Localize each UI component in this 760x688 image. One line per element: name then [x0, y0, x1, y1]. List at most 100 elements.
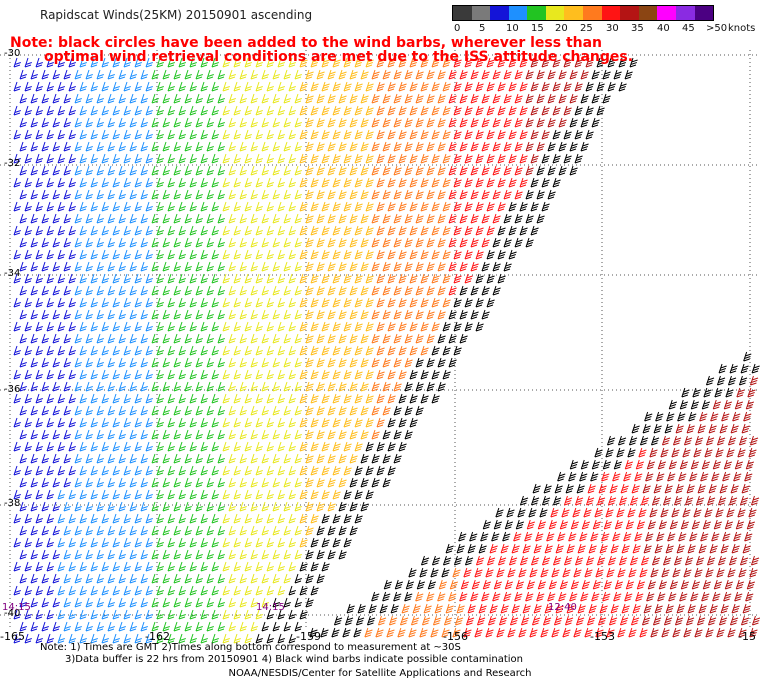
wind-barb	[360, 333, 369, 344]
wind-barb	[376, 441, 385, 452]
wind-barb	[434, 603, 443, 614]
wind-barb	[250, 93, 258, 104]
wind-barb	[569, 69, 578, 80]
wind-barb	[145, 489, 153, 500]
wind-barb	[217, 213, 225, 224]
wind-barb	[547, 591, 556, 602]
wind-barb	[393, 285, 402, 296]
wind-barb	[283, 333, 291, 344]
wind-barb	[294, 69, 302, 80]
wind-barb	[283, 357, 291, 368]
wind-barb	[184, 405, 192, 416]
wind-barb	[195, 69, 203, 80]
wind-barb	[19, 381, 27, 392]
wind-barb	[426, 381, 435, 392]
wind-barb	[107, 477, 115, 488]
wind-barb	[134, 321, 142, 332]
wind-barb	[544, 543, 553, 554]
wind-barb	[200, 273, 208, 284]
wind-barb	[431, 555, 441, 566]
wind-barb	[211, 249, 219, 260]
wind-barb	[449, 579, 459, 590]
wind-barb	[255, 297, 263, 308]
wind-barb	[508, 225, 517, 236]
wind-barb	[668, 591, 677, 602]
wind-barb	[558, 165, 567, 176]
wind-barb	[657, 591, 666, 602]
wind-barb	[569, 117, 578, 128]
wind-barb	[189, 81, 197, 92]
wind-barb	[591, 591, 600, 602]
wind-barb	[496, 567, 505, 578]
wind-barb	[30, 405, 38, 416]
wind-barb	[173, 285, 181, 296]
wind-barb	[140, 573, 148, 584]
wind-barb	[678, 471, 687, 482]
wind-barb	[79, 225, 87, 236]
wind-barb	[85, 93, 93, 104]
wind-barb	[327, 237, 336, 248]
wind-barb	[145, 369, 153, 380]
wind-barb	[13, 633, 21, 644]
wind-barb	[470, 69, 479, 80]
wind-barb	[68, 225, 76, 236]
wind-barb	[145, 441, 153, 452]
wind-barb	[233, 537, 241, 548]
wind-barb	[41, 597, 49, 608]
wind-barb	[79, 369, 87, 380]
wind-barb	[419, 627, 428, 638]
wind-barb	[244, 177, 252, 188]
wind-barb	[475, 153, 484, 164]
wind-barb	[294, 453, 302, 464]
wind-barb	[376, 177, 385, 188]
wind-barb	[717, 495, 727, 506]
wind-barb	[123, 369, 131, 380]
wind-barb	[151, 93, 159, 104]
wind-barb	[415, 141, 424, 152]
wind-barb	[305, 453, 314, 464]
wind-barb	[321, 465, 330, 476]
wind-barb	[745, 399, 755, 410]
wind-barb	[387, 201, 396, 212]
wind-barb	[678, 531, 687, 542]
wind-barb	[310, 513, 319, 524]
wind-barb	[453, 57, 462, 68]
wind-barb	[750, 495, 760, 506]
wind-barb	[736, 387, 745, 398]
wind-barb	[233, 369, 241, 380]
wind-barb	[233, 177, 241, 188]
wind-barb	[129, 165, 137, 176]
wind-barb	[608, 615, 618, 626]
wind-barb	[465, 615, 475, 626]
wind-barb	[266, 129, 274, 140]
wind-barb	[294, 117, 302, 128]
wind-barb	[123, 441, 131, 452]
wind-barb	[255, 465, 263, 476]
wind-barb	[547, 93, 556, 104]
wind-barb	[486, 129, 495, 140]
wind-barb	[448, 333, 457, 344]
wind-barb	[250, 261, 258, 272]
wind-barb	[129, 93, 137, 104]
wind-barb	[288, 129, 296, 140]
wind-barb	[145, 465, 153, 476]
wind-barb	[739, 495, 749, 506]
wind-barb	[96, 477, 104, 488]
wind-barb	[305, 381, 314, 392]
wind-barb	[13, 393, 21, 404]
wind-barb	[189, 297, 197, 308]
wind-barb	[129, 405, 137, 416]
wind-barb	[437, 237, 446, 248]
wind-barb	[239, 213, 247, 224]
wind-barb	[675, 423, 684, 434]
wind-barb	[239, 501, 247, 512]
wind-barb	[321, 177, 330, 188]
wind-barb	[343, 81, 352, 92]
wind-barb	[35, 585, 43, 596]
wind-barb	[552, 105, 561, 116]
wind-barb	[305, 309, 314, 320]
wind-barb	[167, 81, 175, 92]
wind-barb	[13, 105, 21, 116]
wind-barb	[266, 393, 274, 404]
wind-barb	[140, 621, 148, 632]
